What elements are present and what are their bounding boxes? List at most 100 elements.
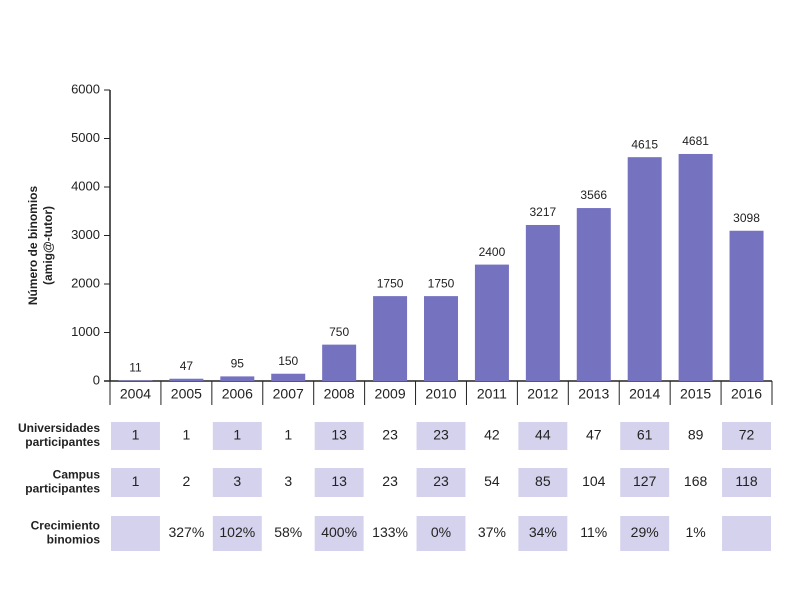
- data-label: 1750: [428, 276, 455, 290]
- cell-value: 104: [582, 473, 606, 489]
- bar: [169, 378, 204, 381]
- data-label: 3566: [580, 188, 607, 202]
- cell-value: 13: [331, 473, 347, 489]
- bar: [729, 230, 764, 381]
- cell-value: 23: [433, 473, 449, 489]
- x-tick-label: 2007: [273, 386, 304, 402]
- cell-value: 118: [735, 473, 758, 489]
- cell-value: 85: [535, 473, 551, 489]
- x-tick-label: 2008: [324, 386, 355, 402]
- bar: [373, 296, 408, 381]
- cell-value: 127: [633, 473, 657, 489]
- cell-value: 1: [132, 473, 140, 489]
- cell-value: 400%: [321, 524, 357, 540]
- cell-value: 0%: [431, 524, 451, 540]
- y-tick-label: 3000: [71, 227, 100, 242]
- shaded-cell: [416, 422, 466, 450]
- y-tick-label: 4000: [71, 178, 100, 193]
- shaded-cell: [518, 516, 568, 551]
- data-label: 1750: [377, 276, 404, 290]
- shaded-cell: [722, 468, 771, 497]
- y-tick-label: 0: [93, 372, 100, 387]
- bar: [322, 344, 357, 381]
- cell-value: 1%: [685, 524, 705, 540]
- cell-value: 102%: [219, 524, 255, 540]
- cell-value: 29%: [631, 524, 659, 540]
- cell-value: 89: [688, 427, 704, 443]
- bar: [271, 373, 306, 381]
- x-tick-label: 2013: [578, 386, 609, 402]
- cell-value: 23: [382, 427, 398, 443]
- data-label: 2400: [479, 245, 506, 259]
- x-tick-label: 2005: [171, 386, 202, 402]
- row-label: participantes: [25, 482, 100, 496]
- bar: [678, 153, 713, 381]
- x-tick-label: 2015: [680, 386, 711, 402]
- cell-value: 133%: [372, 524, 408, 540]
- row-label: Universidades: [18, 421, 100, 435]
- shaded-cell: [314, 422, 364, 450]
- cell-value: 327%: [168, 524, 204, 540]
- cell-value: 13: [331, 427, 347, 443]
- cell-value: 2: [182, 473, 190, 489]
- x-tick-label: 2014: [629, 386, 660, 402]
- shaded-cell: [722, 516, 771, 551]
- row-label: binomios: [47, 533, 101, 547]
- bar: [118, 380, 153, 381]
- data-label: 3217: [529, 205, 556, 219]
- bar: [474, 264, 509, 381]
- data-label: 750: [329, 325, 349, 339]
- cell-value: 58%: [274, 524, 302, 540]
- cell-value: 1: [284, 427, 292, 443]
- cell-value: 42: [484, 427, 500, 443]
- shaded-cell: [111, 516, 160, 551]
- data-label: 3098: [733, 211, 760, 225]
- bar: [424, 296, 458, 381]
- shaded-cell: [416, 516, 466, 551]
- x-tick-label: 2011: [477, 386, 507, 402]
- cell-value: 1: [132, 427, 140, 443]
- cell-value: 23: [382, 473, 398, 489]
- x-tick-label: 2012: [527, 386, 558, 402]
- shaded-cell: [620, 468, 670, 497]
- shaded-cell: [620, 422, 670, 450]
- shaded-cell: [111, 468, 160, 497]
- shaded-cell: [212, 422, 262, 450]
- cell-value: 23: [433, 427, 449, 443]
- shaded-cell: [416, 468, 466, 497]
- cell-value: 1: [233, 427, 241, 443]
- x-tick-label: 2006: [222, 386, 253, 402]
- y-tick-label: 2000: [71, 275, 100, 290]
- x-tick-label: 2009: [374, 386, 405, 402]
- x-tick-label: 2016: [731, 386, 762, 402]
- y-axis-label: (amig@-tutor): [41, 206, 55, 285]
- bar: [576, 208, 611, 381]
- bar: [627, 157, 662, 381]
- bar: [220, 376, 255, 381]
- cell-value: 34%: [529, 524, 557, 540]
- cell-value: 3: [284, 473, 292, 489]
- data-label: 4615: [631, 137, 658, 151]
- cell-value: 37%: [478, 524, 506, 540]
- row-label: participantes: [25, 435, 100, 449]
- shaded-cell: [722, 422, 771, 450]
- data-label: 11: [129, 361, 142, 375]
- shaded-cell: [314, 468, 364, 497]
- cell-value: 168: [684, 473, 708, 489]
- data-label: 4681: [682, 134, 709, 148]
- row-label: Crecimiento: [31, 519, 100, 533]
- shaded-cell: [212, 468, 262, 497]
- cell-value: 44: [535, 427, 551, 443]
- shaded-cell: [212, 516, 262, 551]
- y-tick-label: 6000: [71, 81, 100, 96]
- bar: [525, 224, 560, 381]
- cell-value: 1: [182, 427, 190, 443]
- cell-value: 61: [637, 427, 653, 443]
- row-label: Campus: [53, 468, 101, 482]
- shaded-cell: [314, 516, 364, 551]
- cell-value: 72: [739, 427, 755, 443]
- x-tick-label: 2004: [120, 386, 151, 402]
- shaded-cell: [518, 422, 568, 450]
- cell-value: 3: [233, 473, 241, 489]
